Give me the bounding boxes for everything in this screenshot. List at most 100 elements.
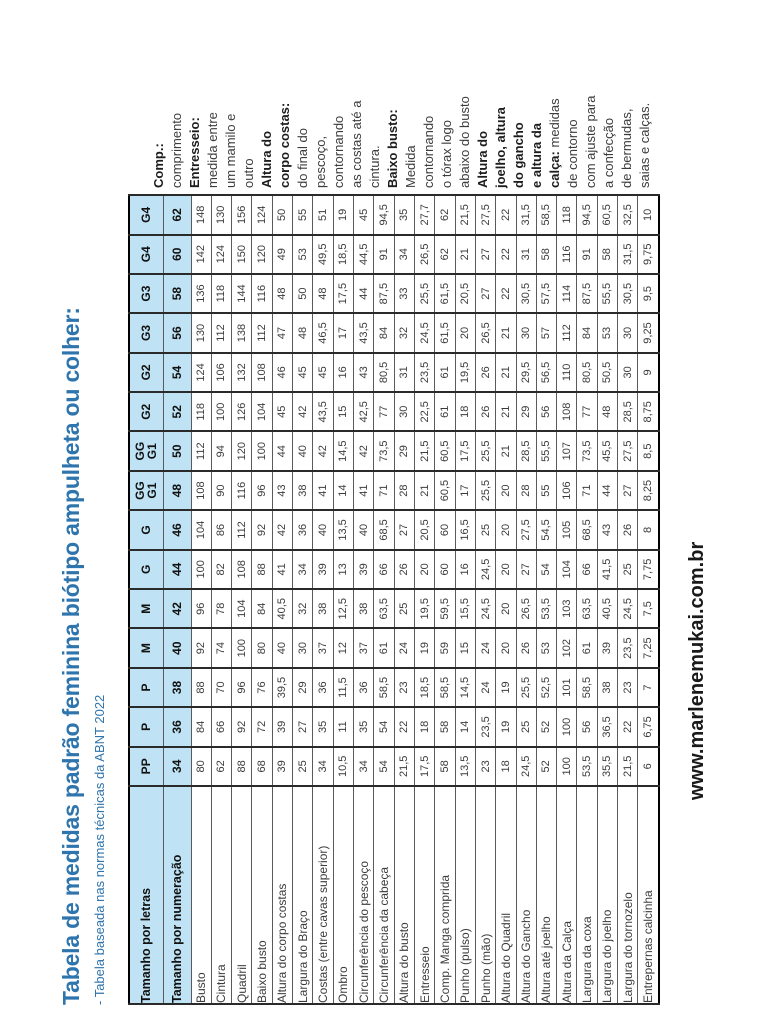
value-cell: 43: [272, 470, 293, 511]
value-cell: 61: [434, 392, 456, 432]
value-cell: 27,5: [617, 431, 638, 471]
value-cell: 28,5: [516, 431, 537, 471]
value-cell: 20: [495, 589, 516, 629]
value-cell: 53: [536, 628, 557, 668]
size-number-cell: 56: [163, 313, 191, 353]
value-cell: 26,5: [516, 589, 537, 629]
value-cell: 18: [414, 707, 435, 747]
value-cell: 57: [536, 313, 557, 353]
value-cell: 8: [637, 510, 659, 550]
value-cell: 61: [434, 352, 456, 393]
value-cell: 16,5: [455, 510, 476, 550]
value-cell: 29: [292, 667, 313, 708]
value-cell: 45,5: [597, 431, 618, 471]
value-cell: 45: [312, 352, 334, 393]
value-cell: 42: [272, 510, 293, 550]
value-cell: 21: [495, 392, 516, 432]
table-row: Largura da coxa 53,5 56 58,5 61 63,5 66 68,5 71 7…: [576, 195, 598, 1004]
size-letter-cell: G4: [129, 234, 163, 274]
notes-block: Comp.: comprimento Entresseio: medida entre…: [150, 28, 654, 189]
value-cell: 24: [475, 628, 496, 668]
value-cell: 22: [495, 234, 516, 274]
value-cell: 68,5: [576, 510, 598, 550]
size-number-cell: 48: [163, 470, 191, 511]
value-cell: 40,5: [597, 589, 618, 629]
value-cell: 41,5: [597, 549, 618, 590]
value-cell: 112: [251, 313, 273, 353]
value-cell: 21,5: [617, 746, 638, 786]
value-cell: 25,5: [475, 431, 496, 471]
value-cell: 124: [211, 234, 232, 274]
value-cell: 53: [597, 313, 618, 353]
value-cell: 37: [353, 628, 374, 668]
value-cell: 92: [231, 707, 252, 747]
value-cell: 88: [251, 549, 273, 590]
value-cell: 48: [597, 392, 618, 432]
value-cell: 51: [312, 195, 334, 235]
value-cell: 13: [333, 549, 354, 590]
value-cell: 42: [312, 431, 334, 471]
table-row: Baixo busto 68 72 76 80 84 88 92 96 100 104 108 112 1…: [251, 195, 273, 1004]
value-cell: 105: [556, 510, 577, 550]
value-cell: 40: [312, 510, 334, 550]
value-cell: 57,5: [536, 273, 557, 314]
value-cell: 7,5: [637, 589, 659, 629]
value-cell: 116: [556, 234, 577, 274]
value-cell: 108: [231, 549, 252, 590]
value-cell: 68: [251, 746, 273, 786]
value-cell: 72: [251, 707, 273, 747]
value-cell: 19,5: [414, 589, 435, 629]
note-line: Altura do: [259, 130, 274, 188]
value-cell: 150: [231, 234, 252, 274]
table-row: Largura do joelho 35,5 36,5 38 39 40,5 41,5 43 4…: [597, 195, 618, 1004]
value-cell: 100: [251, 431, 273, 471]
value-cell: 44,5: [353, 234, 374, 274]
size-letter-cell: G2: [129, 352, 163, 393]
value-cell: 88: [191, 667, 212, 708]
value-cell: 45: [353, 195, 374, 235]
value-cell: 55,5: [597, 273, 618, 314]
value-cell: 23,5: [617, 628, 638, 668]
value-cell: 46: [272, 352, 293, 393]
value-cell: 42: [292, 392, 313, 432]
value-cell: 56: [536, 392, 557, 432]
value-cell: 107: [556, 431, 577, 471]
size-number-cell: 34: [163, 746, 191, 786]
value-cell: 36: [353, 667, 374, 708]
value-cell: 19: [333, 195, 354, 235]
size-number-cell: 58: [163, 273, 191, 314]
value-cell: 55: [292, 195, 313, 235]
note-line: do gancho: [511, 122, 526, 188]
row-label: Entresseio: [414, 786, 435, 1004]
value-cell: 31,5: [617, 234, 638, 274]
value-cell: 27: [475, 273, 496, 314]
value-cell: 7,75: [637, 549, 659, 590]
value-cell: 36: [292, 510, 313, 550]
note-line: do final do: [295, 128, 310, 188]
value-cell: 21: [455, 234, 476, 274]
note-line: joelho, altura: [493, 107, 508, 188]
table-row: Largura do Braço 25 27 29 30 32 34 36 38 40 42 45 48…: [292, 195, 313, 1004]
value-cell: 124: [191, 352, 212, 393]
size-letter-cell: PP: [129, 746, 163, 786]
value-cell: 45: [292, 352, 313, 393]
value-cell: 32: [292, 589, 313, 629]
size-letter-cell: G3: [129, 313, 163, 353]
value-cell: 108: [191, 470, 212, 511]
note-line: medida entre: [205, 112, 220, 188]
value-cell: 10,5: [333, 746, 354, 786]
size-letter-cell: M: [129, 589, 163, 629]
value-cell: 29: [516, 392, 537, 432]
value-cell: 21: [495, 352, 516, 393]
value-cell: 22: [394, 707, 415, 747]
value-cell: 120: [251, 234, 273, 274]
value-cell: 116: [251, 273, 273, 314]
size-letter-cell: P: [129, 667, 163, 708]
table-row: Quadril 88 92 96 100 104 108 112 116 120 126 132 138…: [231, 195, 252, 1004]
value-cell: 26: [516, 628, 537, 668]
table-row: Ombro 10,5 11 11,5 12 12,5 13 13,5 14 14,5 15 16 17 1…: [333, 195, 354, 1004]
value-cell: 42: [353, 431, 374, 471]
table-row: Entresseio 17,5 18 18,5 19 19,5 20 20,5 21 21,5 22…: [414, 195, 435, 1004]
